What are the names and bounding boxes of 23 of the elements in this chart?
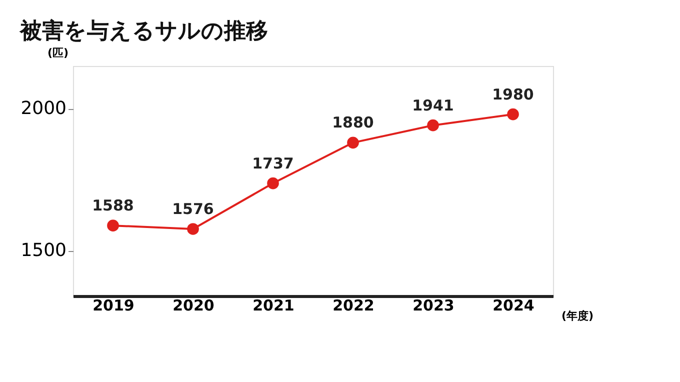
point (507, 108, 519, 120)
chart-title: 被害を与えるサルの推移 (19, 18, 268, 44)
data-label: 1576 (172, 200, 214, 218)
x-tick-label: 2023 (412, 296, 454, 314)
data-label: 1980 (492, 85, 534, 104)
x-axis-title: (年度) (562, 310, 594, 322)
data-label: 1880 (332, 114, 374, 132)
point (427, 119, 439, 132)
y-tick-label: 2000 (20, 98, 66, 120)
x-tick-label: 2021 (252, 296, 294, 314)
x-tick-label: 2022 (332, 296, 374, 314)
data-label: 1737 (252, 154, 294, 172)
point (187, 223, 199, 235)
point (107, 220, 119, 232)
point (267, 177, 279, 190)
y-tick-label: 1500 (20, 240, 66, 262)
data-label: 1588 (92, 196, 134, 215)
data-label: 1941 (412, 96, 454, 114)
x-tick-label: 2020 (172, 296, 214, 314)
point (347, 136, 359, 149)
x-tick-label: 2024 (492, 296, 534, 314)
x-tick-label: 2019 (92, 296, 134, 314)
y-axis-title: (匹) (47, 46, 68, 60)
